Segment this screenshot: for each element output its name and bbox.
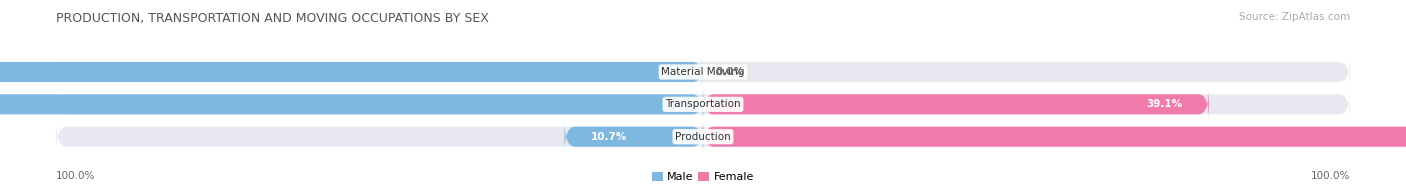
FancyBboxPatch shape <box>56 88 1350 120</box>
Text: 100.0%: 100.0% <box>56 171 96 181</box>
Text: Transportation: Transportation <box>665 99 741 109</box>
Legend: Male, Female: Male, Female <box>647 167 759 187</box>
FancyBboxPatch shape <box>56 56 1350 88</box>
Text: PRODUCTION, TRANSPORTATION AND MOVING OCCUPATIONS BY SEX: PRODUCTION, TRANSPORTATION AND MOVING OC… <box>56 12 489 25</box>
FancyBboxPatch shape <box>703 88 1209 120</box>
Text: Material Moving: Material Moving <box>661 67 745 77</box>
Text: 100.0%: 100.0% <box>1310 171 1350 181</box>
Text: 0.0%: 0.0% <box>716 67 745 77</box>
FancyBboxPatch shape <box>703 121 1406 152</box>
FancyBboxPatch shape <box>56 121 1350 152</box>
Text: Production: Production <box>675 132 731 142</box>
Text: Source: ZipAtlas.com: Source: ZipAtlas.com <box>1239 12 1350 22</box>
FancyBboxPatch shape <box>0 88 703 120</box>
FancyBboxPatch shape <box>565 121 703 152</box>
Text: 39.1%: 39.1% <box>1147 99 1182 109</box>
Text: 10.7%: 10.7% <box>591 132 627 142</box>
FancyBboxPatch shape <box>0 56 703 88</box>
